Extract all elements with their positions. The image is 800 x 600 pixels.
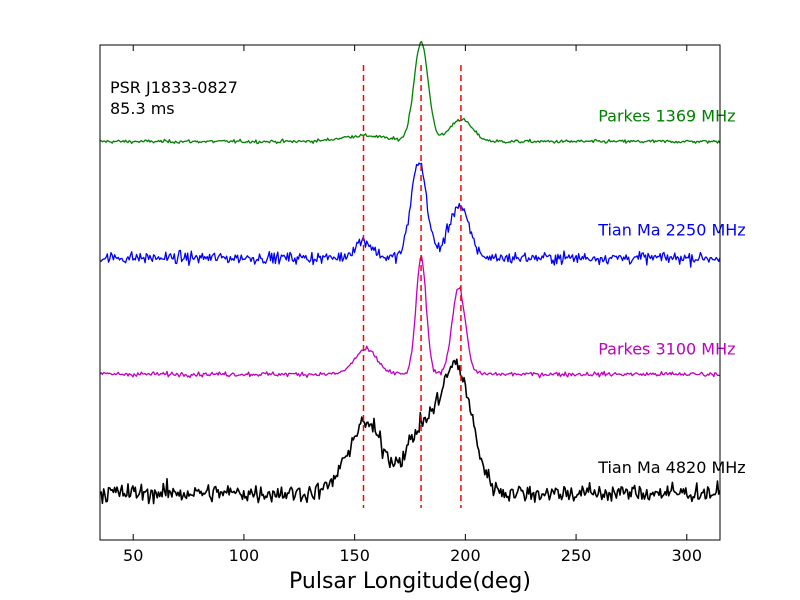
series-label-parkes-1369-mhz: Parkes 1369 MHz — [598, 107, 735, 126]
x-tick-label-200: 200 — [450, 546, 481, 565]
x-tick-label-150: 150 — [339, 546, 370, 565]
reference-lines — [362, 65, 462, 508]
series-line-tian-ma-4820-mhz — [99, 358, 721, 505]
plot-frame — [99, 44, 721, 541]
x-tick-label-50: 50 — [123, 546, 143, 565]
series-line-tian-ma-2250-mhz — [99, 162, 721, 268]
series-line-parkes-3100-mhz — [99, 255, 721, 379]
x-tick-label-100: 100 — [229, 546, 260, 565]
x-axis-label: Pulsar Longitude(deg) — [289, 569, 531, 594]
x-axis-ticks: 50 100 150 200 250 300 — [123, 45, 702, 565]
annotation-psr-name: PSR J1833-0827 — [110, 78, 238, 97]
series-line-parkes-1369-mhz — [99, 40, 721, 145]
x-tick-label-250: 250 — [561, 546, 592, 565]
plot-layer: Parkes 1369 MHz Tian Ma 2250 MHz Parkes 31… — [99, 40, 746, 505]
annotation-period: 85.3 ms — [110, 99, 175, 118]
x-tick-label-300: 300 — [672, 546, 703, 565]
series-label-parkes-3100-mhz: Parkes 3100 MHz — [598, 339, 735, 358]
series-label-tian-ma-4820-mhz: Tian Ma 4820 MHz — [597, 458, 746, 477]
series-label-tian-ma-2250-mhz: Tian Ma 2250 MHz — [597, 221, 746, 240]
